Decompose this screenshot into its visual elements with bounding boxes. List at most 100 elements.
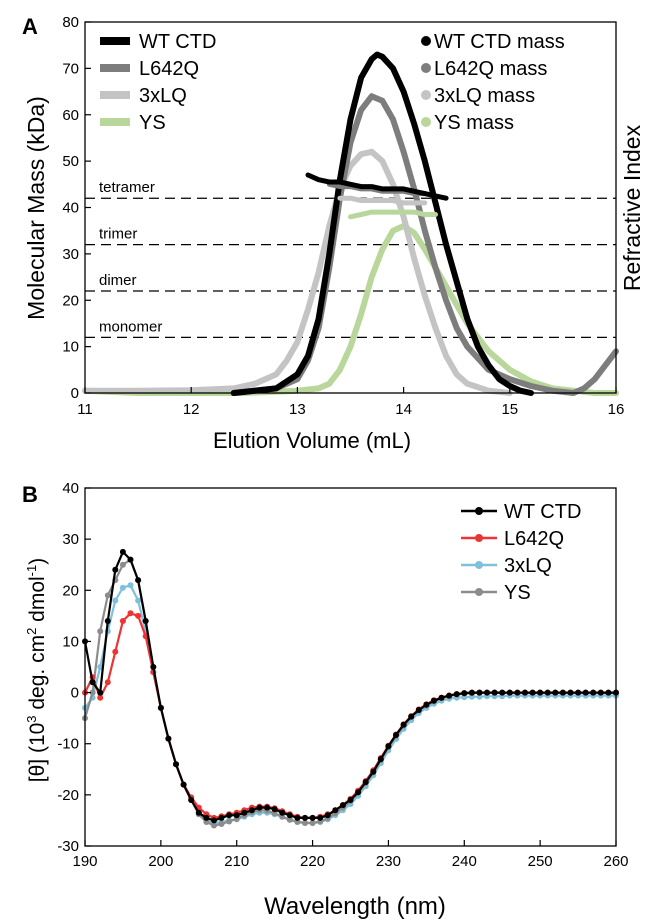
cd-point-wt xyxy=(597,689,604,696)
legend-label-ys-mass: YS mass xyxy=(434,112,514,134)
reference-lines: tetramer trimer dimer monomer xyxy=(85,179,616,339)
panel-a-xlabel: Elution Volume (mL) xyxy=(213,428,411,453)
cd-point-wt xyxy=(203,814,210,821)
y-tick-label: 80 xyxy=(62,14,79,31)
y-tick-label: 30 xyxy=(62,246,79,263)
cd-point-wt xyxy=(377,756,384,763)
cd-point-wt xyxy=(226,812,233,819)
reference-label-monomer: monomer xyxy=(99,318,162,335)
legend-label-l642q-mass: L642Q mass xyxy=(434,58,547,80)
cd-point-ys xyxy=(309,820,316,826)
cd-point-wt xyxy=(89,679,96,686)
cd-point-wt xyxy=(582,689,589,696)
cd-point-wt xyxy=(309,814,316,821)
legend-marker-l642q-mass xyxy=(421,63,431,73)
y-tick-label: 20 xyxy=(62,582,79,599)
x-tick-label: 190 xyxy=(72,853,97,870)
cd-point-wt xyxy=(438,694,445,701)
legend-label-ys: YS xyxy=(139,112,166,134)
y-tick-label: 60 xyxy=(62,107,79,124)
legend-marker-l642q xyxy=(475,534,483,542)
cd-point-wt xyxy=(317,814,324,821)
cd-point-wt xyxy=(324,812,331,819)
legend-marker-wt xyxy=(475,507,483,515)
legend-marker-ys-mass xyxy=(421,117,431,127)
mass-trace-lq3 xyxy=(337,195,428,206)
cd-point-wt xyxy=(339,802,346,809)
cd-point-wt xyxy=(135,577,142,584)
legend-label-l642q: L642Q xyxy=(504,528,564,550)
legend-marker-ys xyxy=(475,588,483,596)
cd-point-ys xyxy=(89,689,96,696)
y-tick-label: 40 xyxy=(62,200,79,217)
cd-point-wt xyxy=(415,707,422,713)
cd-point-wt xyxy=(400,721,407,728)
b-traces xyxy=(82,548,619,829)
x-tick-label: 12 xyxy=(183,401,200,418)
cd-point-wt xyxy=(195,809,202,816)
cd-point-wt xyxy=(211,817,217,824)
trace-ys xyxy=(82,223,619,396)
x-tick-label: 13 xyxy=(289,401,306,418)
cd-point-ys xyxy=(211,822,217,829)
y-tick-label: 0 xyxy=(71,685,79,702)
cd-point-ys xyxy=(271,810,278,817)
legend-marker-lq3-mass xyxy=(421,90,431,100)
y-tick-label: 50 xyxy=(62,153,79,170)
cd-point-wt xyxy=(370,768,377,775)
cd-point-wt xyxy=(506,689,513,696)
cd-point-ys xyxy=(119,561,126,568)
cd-point-ys xyxy=(97,628,104,635)
panel-b-ylabel: [θ] (103 deg. cm2 dmol-1) xyxy=(24,558,49,782)
x-tick-label: 200 xyxy=(148,853,173,870)
cd-point-l642q xyxy=(104,679,111,686)
cd-point-ys xyxy=(226,818,233,825)
cd-trace-l642q xyxy=(84,612,616,820)
x-tick-label: 260 xyxy=(603,853,628,870)
y-tick-label: 10 xyxy=(62,339,79,356)
panel-b-legend: WT CTD L642Q 3xLQ YS xyxy=(461,501,581,604)
cd-point-wt xyxy=(302,814,308,821)
cd-point-wt xyxy=(408,713,415,720)
cd-point-l642q xyxy=(97,694,104,701)
y-tick-label: 40 xyxy=(62,480,79,497)
x-tick-label: 230 xyxy=(376,853,401,870)
y-tick-label: -20 xyxy=(57,787,79,804)
cd-point-wt xyxy=(173,761,179,768)
cd-point-wt xyxy=(256,804,263,811)
cd-point-wt xyxy=(286,812,293,819)
cd-point-wt xyxy=(590,689,597,696)
cd-point-wt xyxy=(522,689,528,696)
cd-point-wt xyxy=(552,689,559,696)
cd-trace-wt xyxy=(83,550,616,822)
cd-point-l642q xyxy=(135,612,142,619)
cd-point-wt xyxy=(393,732,399,738)
cd-point-wt xyxy=(157,704,164,711)
trace-lq3 xyxy=(82,148,513,396)
cd-point-wt xyxy=(264,804,271,811)
y-tick-label: -30 xyxy=(57,838,79,855)
x-tick-label: 14 xyxy=(395,401,412,418)
panel-a-label: A xyxy=(22,14,38,39)
cd-point-wt xyxy=(499,689,506,696)
reference-label-trimer: trimer xyxy=(99,226,137,243)
cd-point-wt xyxy=(332,807,339,814)
cd-point-wt xyxy=(112,566,119,573)
cd-point-l642q xyxy=(112,648,119,655)
panel-b-xlabel: Wavelength (nm) xyxy=(264,893,446,920)
cd-point-lq3 xyxy=(127,582,134,589)
x-tick-label: 210 xyxy=(224,853,249,870)
cd-point-wt xyxy=(188,797,195,803)
cd-point-wt xyxy=(423,701,430,708)
cd-point-wt xyxy=(385,743,392,750)
legend-label-wt-mass: WT CTD mass xyxy=(434,31,565,53)
y-tick-label: 70 xyxy=(62,60,79,77)
a-traces xyxy=(82,51,619,396)
cd-point-lq3 xyxy=(119,584,126,591)
cd-point-wt xyxy=(514,689,521,696)
cd-point-ys xyxy=(104,592,111,599)
cd-point-wt xyxy=(248,807,255,814)
cd-point-wt xyxy=(347,797,354,803)
trace-wt xyxy=(230,51,534,396)
